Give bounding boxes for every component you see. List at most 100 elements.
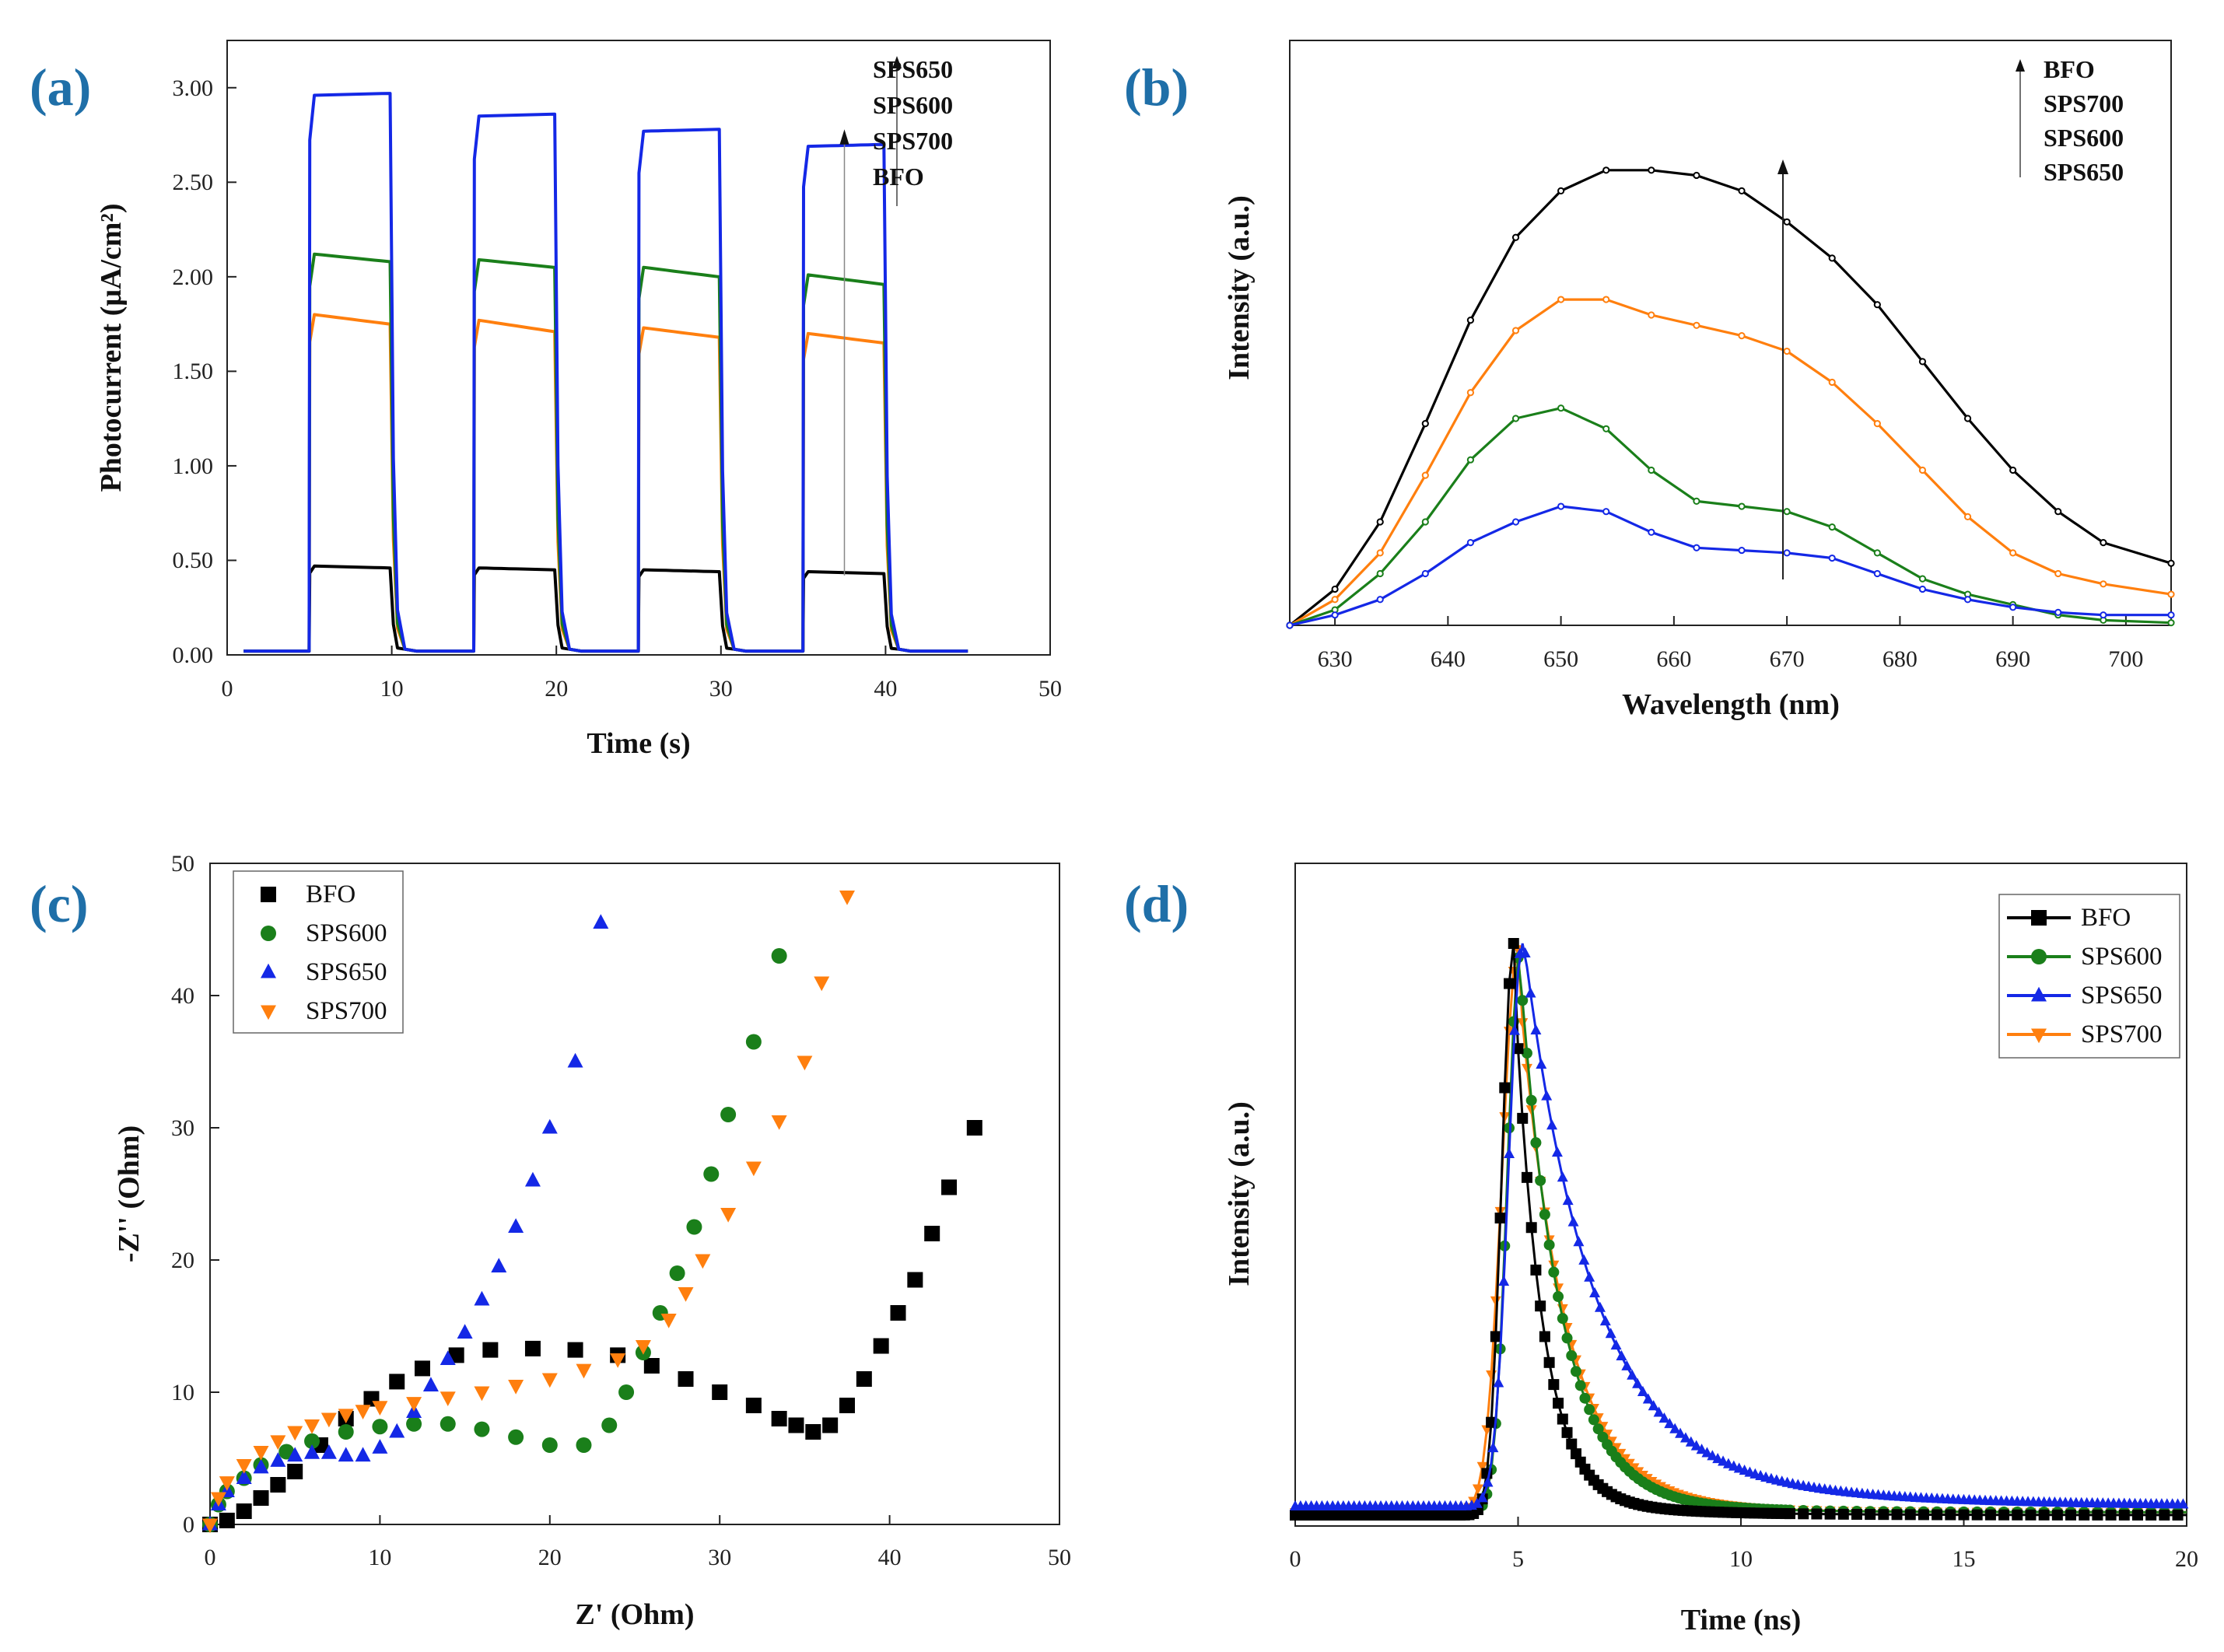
legend-marker-SPS650 — [261, 963, 276, 978]
data-point-SPS600 — [1557, 1313, 1568, 1325]
series-line-SPS650 — [1289, 505, 2171, 627]
data-point-SPS600 — [1693, 497, 1700, 506]
x-tick-label: 10 — [368, 1545, 391, 1570]
data-point-SPS600 — [1783, 508, 1791, 516]
data-point-SPS600 — [1570, 1366, 1581, 1377]
panel-a-series — [243, 92, 968, 653]
panel-a-x-axis-title: Time (s) — [587, 727, 690, 760]
data-point-SPS600 — [1511, 415, 1520, 422]
data-point-SPS600 — [338, 1424, 354, 1440]
legend-marker-BFO — [2031, 910, 2047, 926]
data-point-SPS700 — [440, 1391, 456, 1407]
data-point-SPS650 — [1627, 1369, 1638, 1380]
data-point-BFO — [1570, 1448, 1581, 1460]
data-point-SPS650 — [1696, 1444, 1707, 1454]
x-tick-label: 10 — [1729, 1546, 1753, 1572]
data-point-SPS650 — [474, 1290, 490, 1306]
data-point-SPS650 — [1286, 621, 1294, 629]
x-tick-label: 50 — [1038, 676, 1062, 702]
data-point-SPS700 — [355, 1405, 371, 1420]
data-point-SPS700 — [1472, 1484, 1483, 1495]
data-point-SPS700 — [236, 1459, 252, 1474]
data-point-SPS650 — [1828, 554, 1836, 562]
y-tick-label: 50 — [171, 851, 194, 877]
data-point-SPS650 — [1653, 1406, 1665, 1417]
panel-c-series — [202, 891, 982, 1534]
data-point-BFO — [712, 1384, 728, 1400]
data-point-SPS700 — [202, 1518, 218, 1534]
data-point-SPS700 — [1421, 471, 1429, 479]
data-point-SPS650 — [1610, 1339, 1622, 1350]
data-point-SPS700 — [1490, 1296, 1501, 1307]
data-point-SPS700 — [1466, 389, 1475, 397]
data-point-SPS700 — [1557, 296, 1565, 303]
panel-b-x-ticks: 630 640 650 660 670 680 690 700 — [1318, 646, 2144, 672]
x-tick-label: 20 — [545, 676, 568, 702]
data-point-SPS650 — [1685, 1436, 1697, 1447]
panel-a-tick-marks — [226, 86, 1051, 656]
data-point-SPS600 — [1873, 549, 1881, 557]
panel-a-label: (a) — [30, 58, 91, 117]
data-point-SPS600 — [1525, 1094, 1537, 1106]
data-point-SPS650 — [1669, 1423, 1681, 1433]
panel-a-x-ticks: 0 10 20 30 40 50 — [222, 676, 1063, 702]
data-point-BFO — [1561, 1426, 1573, 1438]
data-point-BFO — [567, 1342, 583, 1358]
data-point-BFO — [1557, 1413, 1568, 1425]
data-point-SPS700 — [771, 1115, 787, 1130]
data-point-SPS650 — [320, 1444, 337, 1459]
data-point-SPS650 — [1679, 1432, 1691, 1443]
data-point-SPS700 — [2167, 590, 2175, 598]
data-point-SPS700 — [720, 1208, 737, 1223]
data-point-SPS600 — [601, 1417, 618, 1433]
panel-c-x-ticks: 0 10 20 30 40 50 — [205, 1545, 1072, 1570]
data-point-BFO — [1873, 301, 1881, 309]
data-point-SPS700 — [1602, 296, 1610, 303]
data-point-BFO — [1602, 166, 1610, 174]
data-point-SPS700 — [1738, 332, 1746, 340]
panel-a: (a) 0 10 20 30 40 50 0.00 0.50 1.00 1.50… — [30, 40, 1062, 760]
data-point-SPS650 — [1707, 1450, 1718, 1461]
x-tick-label: 40 — [878, 1545, 902, 1570]
data-point-SPS650 — [1551, 1146, 1563, 1157]
legend-label: SPS700 — [873, 127, 953, 155]
data-point-SPS600 — [1466, 456, 1475, 464]
data-point-BFO — [1566, 1438, 1578, 1450]
data-point-BFO — [1918, 358, 1927, 366]
data-point-SPS650 — [304, 1444, 320, 1459]
panel-c-frame — [209, 863, 1060, 1525]
x-tick-label: 680 — [1883, 646, 1918, 672]
data-point-SPS700 — [797, 1055, 813, 1071]
data-point-SPS650 — [2009, 604, 2017, 611]
data-point-SPS650 — [1498, 1276, 1510, 1286]
data-point-SPS650 — [270, 1452, 286, 1467]
data-point-SPS650 — [1738, 546, 1746, 555]
panel-d-legend: BFO SPS600 SPS650 SPS700 — [1998, 894, 2180, 1059]
legend-label: SPS700 — [2044, 89, 2124, 117]
data-point-BFO — [890, 1305, 906, 1321]
y-tick-label: 20 — [171, 1248, 194, 1273]
data-point-BFO — [1512, 1043, 1524, 1055]
panel-b-legend: BFO SPS700 SPS600 SPS650 — [2016, 55, 2124, 186]
panel-d-x-axis-title: Time (ns) — [1681, 1604, 1801, 1636]
data-point-SPS600 — [720, 1107, 737, 1122]
data-point-SPS650 — [1511, 518, 1520, 526]
data-point-BFO — [1958, 1509, 1970, 1521]
data-point-SPS600 — [576, 1437, 592, 1453]
data-point-BFO — [924, 1226, 940, 1241]
data-point-SPS700 — [2100, 580, 2107, 588]
data-point-BFO — [2079, 1509, 2090, 1521]
data-point-SPS650 — [1675, 1427, 1686, 1438]
data-point-SPS700 — [1521, 1063, 1532, 1075]
data-point-SPS650 — [1482, 1476, 1494, 1487]
data-point-BFO — [1878, 1509, 1890, 1521]
panel-c-y-axis-title: -Z'' (Ohm) — [113, 1125, 145, 1262]
data-point-BFO — [1648, 166, 1655, 174]
data-point-BFO — [1331, 585, 1339, 593]
data-point-BFO — [287, 1464, 303, 1479]
data-point-SPS600 — [1530, 1137, 1542, 1149]
data-point-BFO — [805, 1424, 821, 1440]
x-tick-label: 640 — [1431, 646, 1466, 672]
data-point-SPS650 — [1664, 1418, 1676, 1429]
data-point-BFO — [1494, 1213, 1506, 1224]
